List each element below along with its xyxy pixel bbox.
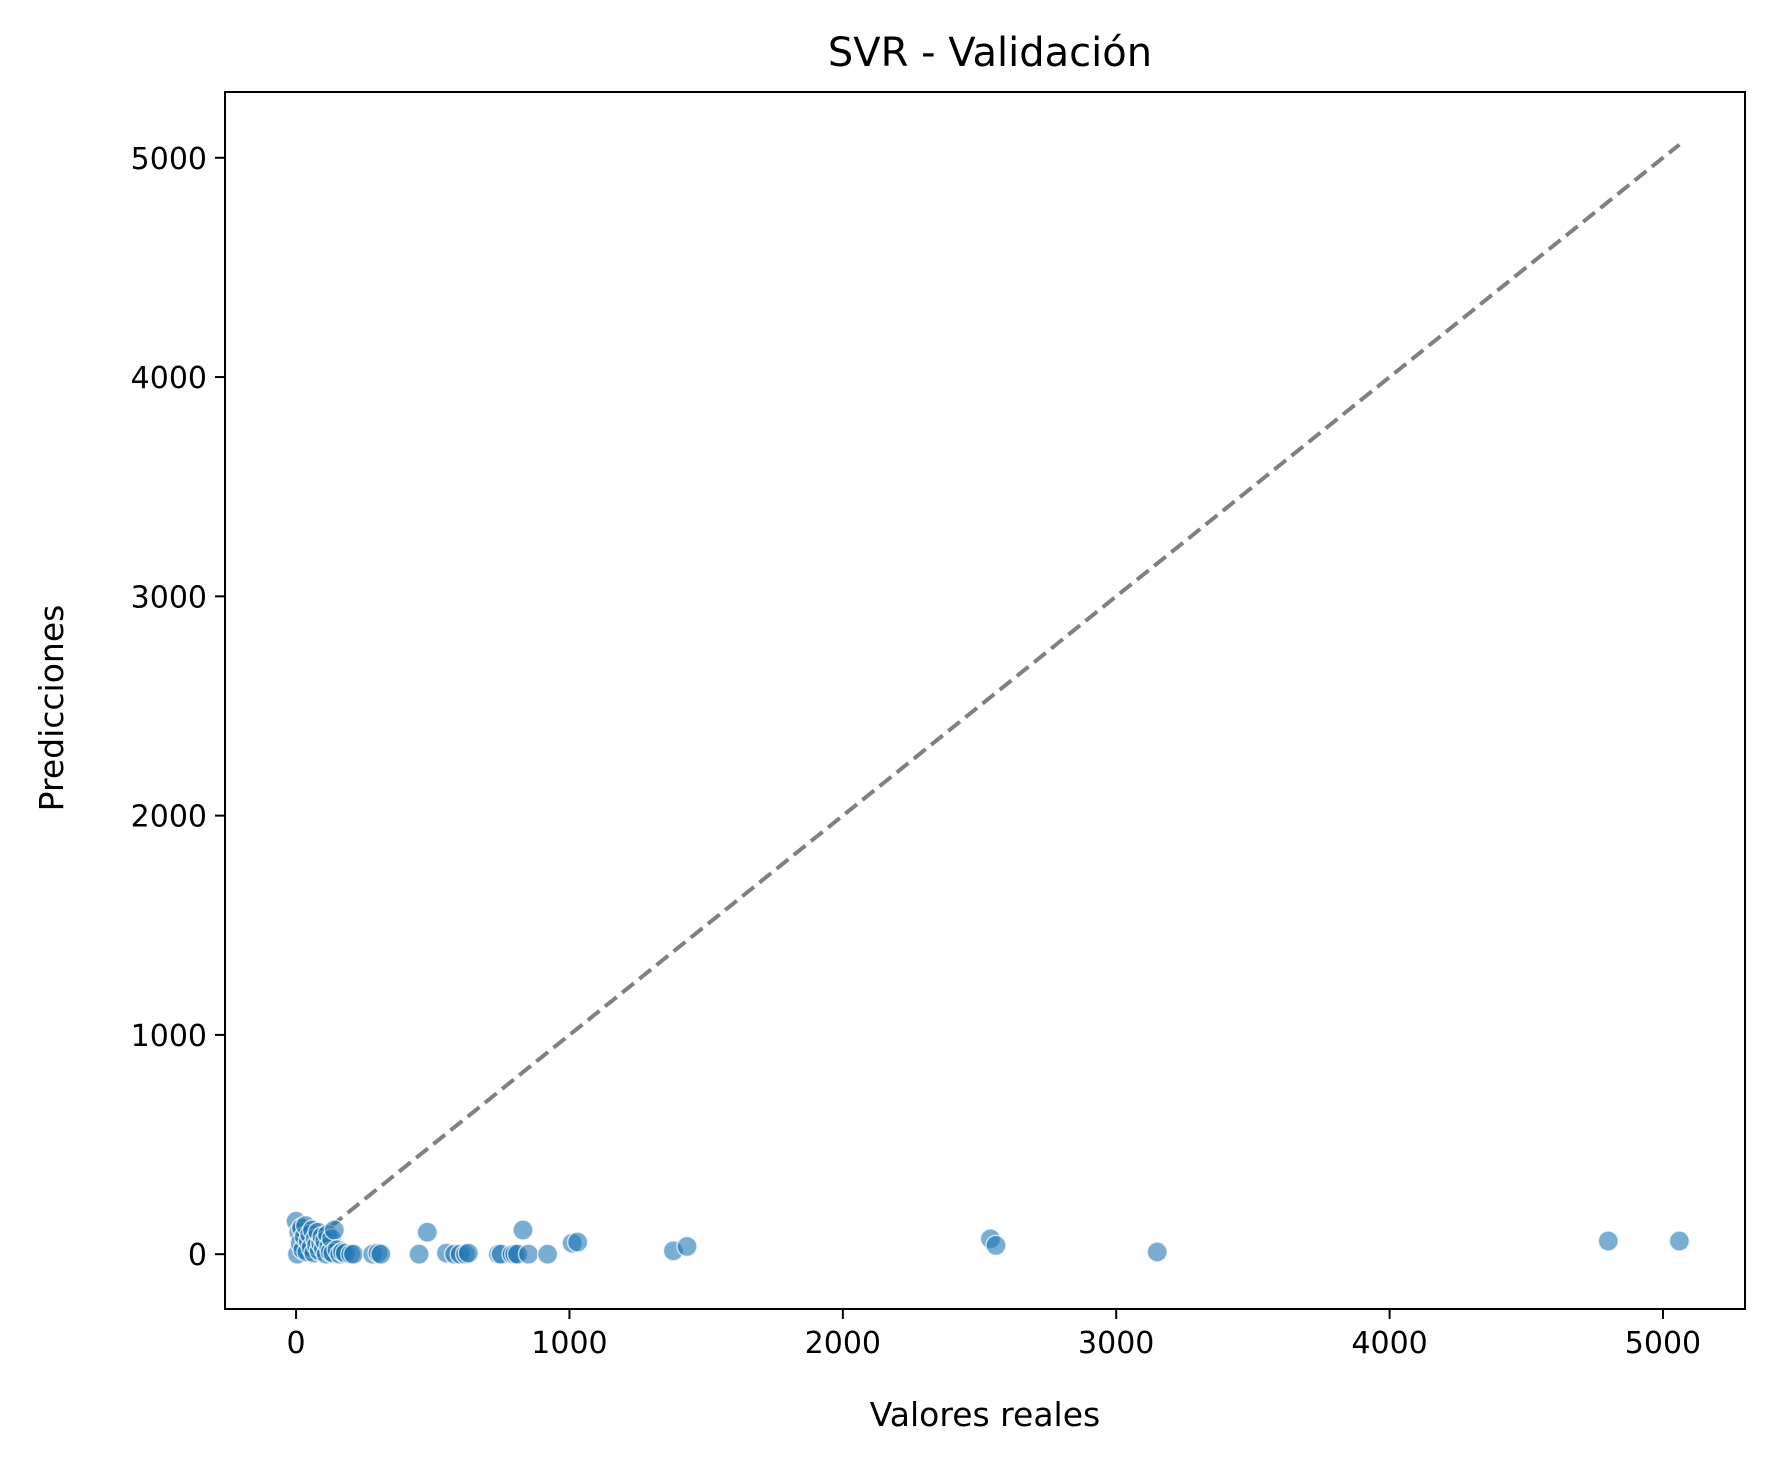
data-point <box>416 1221 439 1244</box>
reference-line <box>294 143 1681 1256</box>
x-tick-label: 0 <box>287 1326 306 1361</box>
x-tick-label: 3000 <box>1078 1326 1154 1361</box>
plot-frame <box>224 91 1746 1310</box>
points-layer <box>285 1210 1691 1265</box>
x-tick-label: 1000 <box>531 1326 607 1361</box>
data-point <box>566 1231 589 1253</box>
chart-title: SVR - Validación <box>828 30 1152 76</box>
data-point <box>1668 1230 1691 1252</box>
x-tick-label: 5000 <box>1625 1326 1701 1361</box>
y-axis-ticks: 0 1000 2000 3000 4000 5000 <box>131 142 225 1273</box>
y-tick-label: 5000 <box>131 142 207 177</box>
y-tick-label: 1000 <box>131 1019 207 1054</box>
x-axis-ticks: 0 1000 2000 3000 4000 5000 <box>287 1309 1701 1361</box>
data-point <box>536 1243 559 1265</box>
data-point <box>1146 1241 1168 1263</box>
x-tick-label: 2000 <box>805 1326 881 1361</box>
reference-line-layer <box>294 143 1681 1256</box>
data-point <box>676 1235 698 1258</box>
y-axis-label: Predicciones <box>32 605 71 812</box>
data-point <box>408 1243 430 1265</box>
y-tick-label: 2000 <box>131 800 207 835</box>
data-point <box>512 1219 534 1241</box>
x-axis-label: Valores reales <box>870 1395 1100 1434</box>
data-point <box>985 1234 1007 1257</box>
y-tick-label: 4000 <box>131 361 207 396</box>
data-point <box>457 1242 480 1264</box>
x-tick-label: 4000 <box>1351 1326 1427 1361</box>
data-point <box>323 1219 346 1241</box>
y-tick-label: 0 <box>188 1238 207 1273</box>
data-point <box>1597 1230 1620 1252</box>
data-point <box>517 1243 540 1265</box>
data-point <box>370 1243 392 1265</box>
data-point <box>342 1243 365 1265</box>
y-tick-label: 3000 <box>131 580 207 615</box>
